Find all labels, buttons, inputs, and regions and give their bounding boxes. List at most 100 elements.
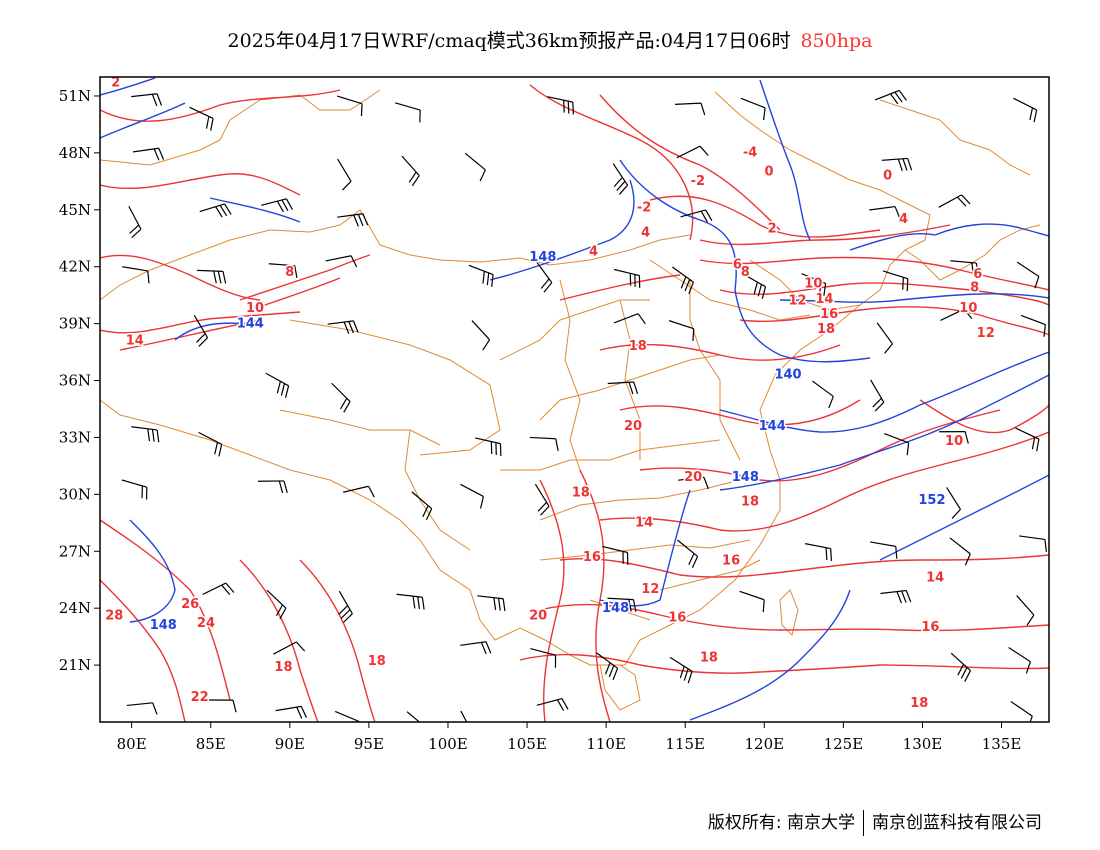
lat-tick-label: 24N bbox=[59, 599, 91, 617]
temperature-label: 4 bbox=[899, 212, 908, 227]
temperature-label: -2 bbox=[691, 174, 705, 189]
china-province-boundaries bbox=[100, 89, 1041, 711]
height-label: 140 bbox=[774, 368, 801, 383]
height-contours bbox=[100, 77, 1049, 721]
wind-barb bbox=[668, 320, 695, 342]
wind-barb bbox=[939, 431, 969, 444]
wind-barb bbox=[804, 543, 833, 561]
lat-tick-label: 36N bbox=[59, 372, 91, 390]
wind-barb bbox=[884, 433, 910, 456]
height-label: 148 bbox=[529, 250, 556, 265]
lon-tick-label: 135E bbox=[982, 735, 1022, 753]
temperature-label: 12 bbox=[788, 294, 806, 309]
wind-barb bbox=[1010, 700, 1033, 722]
wind-barb bbox=[394, 102, 421, 123]
lat-tick-label: 27N bbox=[59, 542, 91, 560]
latitude-axis: 21N 24N 27N 30N 33N 36N 39N 42N 45N 48N 51N bbox=[59, 87, 100, 674]
wind-barb bbox=[534, 483, 550, 516]
lon-tick-label: 95E bbox=[354, 735, 384, 753]
temperature-label: 8 bbox=[970, 280, 979, 295]
temperature-label: -2 bbox=[637, 201, 651, 216]
wind-barb bbox=[876, 322, 893, 354]
wind-barb bbox=[1019, 535, 1047, 552]
wind-barb bbox=[529, 436, 559, 452]
wind-barb bbox=[198, 431, 223, 457]
wind-barb bbox=[336, 95, 363, 117]
lon-tick-label: 90E bbox=[275, 735, 305, 753]
temperature-label: 26 bbox=[181, 597, 199, 612]
temperature-label: 20 bbox=[684, 470, 702, 485]
wind-barb bbox=[669, 656, 693, 684]
temperature-label: 8 bbox=[285, 265, 294, 280]
wind-barb bbox=[257, 480, 288, 494]
wind-barb bbox=[1015, 427, 1040, 452]
temperature-contours bbox=[100, 84, 1049, 722]
temperature-label: 18 bbox=[741, 495, 759, 510]
wind-barb bbox=[199, 203, 232, 218]
wind-barb bbox=[338, 590, 353, 623]
wind-barb bbox=[949, 537, 971, 566]
wind-barbs bbox=[121, 89, 1047, 722]
height-label: 144 bbox=[759, 419, 786, 434]
temperature-label: 10 bbox=[945, 434, 963, 449]
temperature-label: 18 bbox=[629, 339, 647, 354]
wind-barb bbox=[126, 702, 158, 715]
wind-barb bbox=[464, 152, 486, 182]
temperature-label: 20 bbox=[529, 609, 547, 624]
wind-barb bbox=[671, 266, 694, 294]
wind-barb bbox=[607, 597, 637, 612]
temperature-label: 10 bbox=[804, 277, 822, 292]
wind-barb bbox=[471, 320, 491, 351]
wind-barb bbox=[193, 314, 209, 347]
temperature-label: 6 bbox=[973, 267, 982, 282]
height-label: 144 bbox=[237, 316, 264, 331]
wind-barb bbox=[612, 163, 629, 195]
wind-barb bbox=[1016, 261, 1040, 289]
lat-tick-label: 51N bbox=[59, 87, 91, 105]
height-label: 152 bbox=[918, 493, 945, 508]
lat-tick-label: 42N bbox=[59, 258, 91, 276]
wind-barb bbox=[869, 205, 901, 219]
wind-barb bbox=[742, 273, 767, 299]
temperature-label: 18 bbox=[817, 322, 835, 337]
wind-barb bbox=[940, 308, 973, 322]
temperature-label: 18 bbox=[572, 485, 590, 500]
wind-barb bbox=[401, 155, 420, 187]
footer-company: 南京创蓝科技有限公司 bbox=[872, 813, 1042, 833]
temperature-label: 18 bbox=[910, 696, 928, 711]
lat-tick-label: 30N bbox=[59, 485, 91, 503]
wind-barb bbox=[477, 595, 506, 612]
temperature-label: 14 bbox=[126, 333, 144, 348]
wind-barb bbox=[607, 381, 639, 395]
wind-barb bbox=[1013, 97, 1038, 123]
temperature-label: -4 bbox=[743, 146, 757, 161]
wind-barb bbox=[275, 705, 307, 719]
temperature-label: 12 bbox=[641, 582, 659, 597]
temperature-label: 0 bbox=[883, 168, 892, 183]
temperature-label: 16 bbox=[820, 307, 838, 322]
wind-barb bbox=[739, 590, 765, 613]
temperature-label: 16 bbox=[921, 620, 939, 635]
lat-tick-label: 21N bbox=[59, 656, 91, 674]
wind-barb bbox=[197, 269, 227, 284]
temperature-label: 16 bbox=[668, 610, 686, 625]
wind-barb bbox=[202, 582, 235, 596]
wind-barb bbox=[268, 263, 298, 279]
wind-barb bbox=[396, 593, 425, 610]
wind-barb bbox=[812, 380, 834, 409]
wind-barb bbox=[602, 545, 629, 565]
wind-barb bbox=[132, 147, 165, 161]
lon-tick-label: 110E bbox=[586, 735, 626, 753]
temperature-label: 16 bbox=[583, 550, 601, 565]
wind-barb bbox=[530, 647, 557, 668]
wind-barb bbox=[874, 89, 908, 105]
wind-barb bbox=[121, 479, 148, 500]
lon-tick-label: 120E bbox=[745, 735, 785, 753]
wind-barb bbox=[331, 382, 351, 413]
lon-tick-label: 80E bbox=[117, 735, 147, 753]
lat-tick-label: 48N bbox=[59, 144, 91, 162]
wind-barb bbox=[266, 589, 287, 620]
temperature-label: 28 bbox=[105, 609, 123, 624]
wind-barb bbox=[337, 213, 369, 227]
